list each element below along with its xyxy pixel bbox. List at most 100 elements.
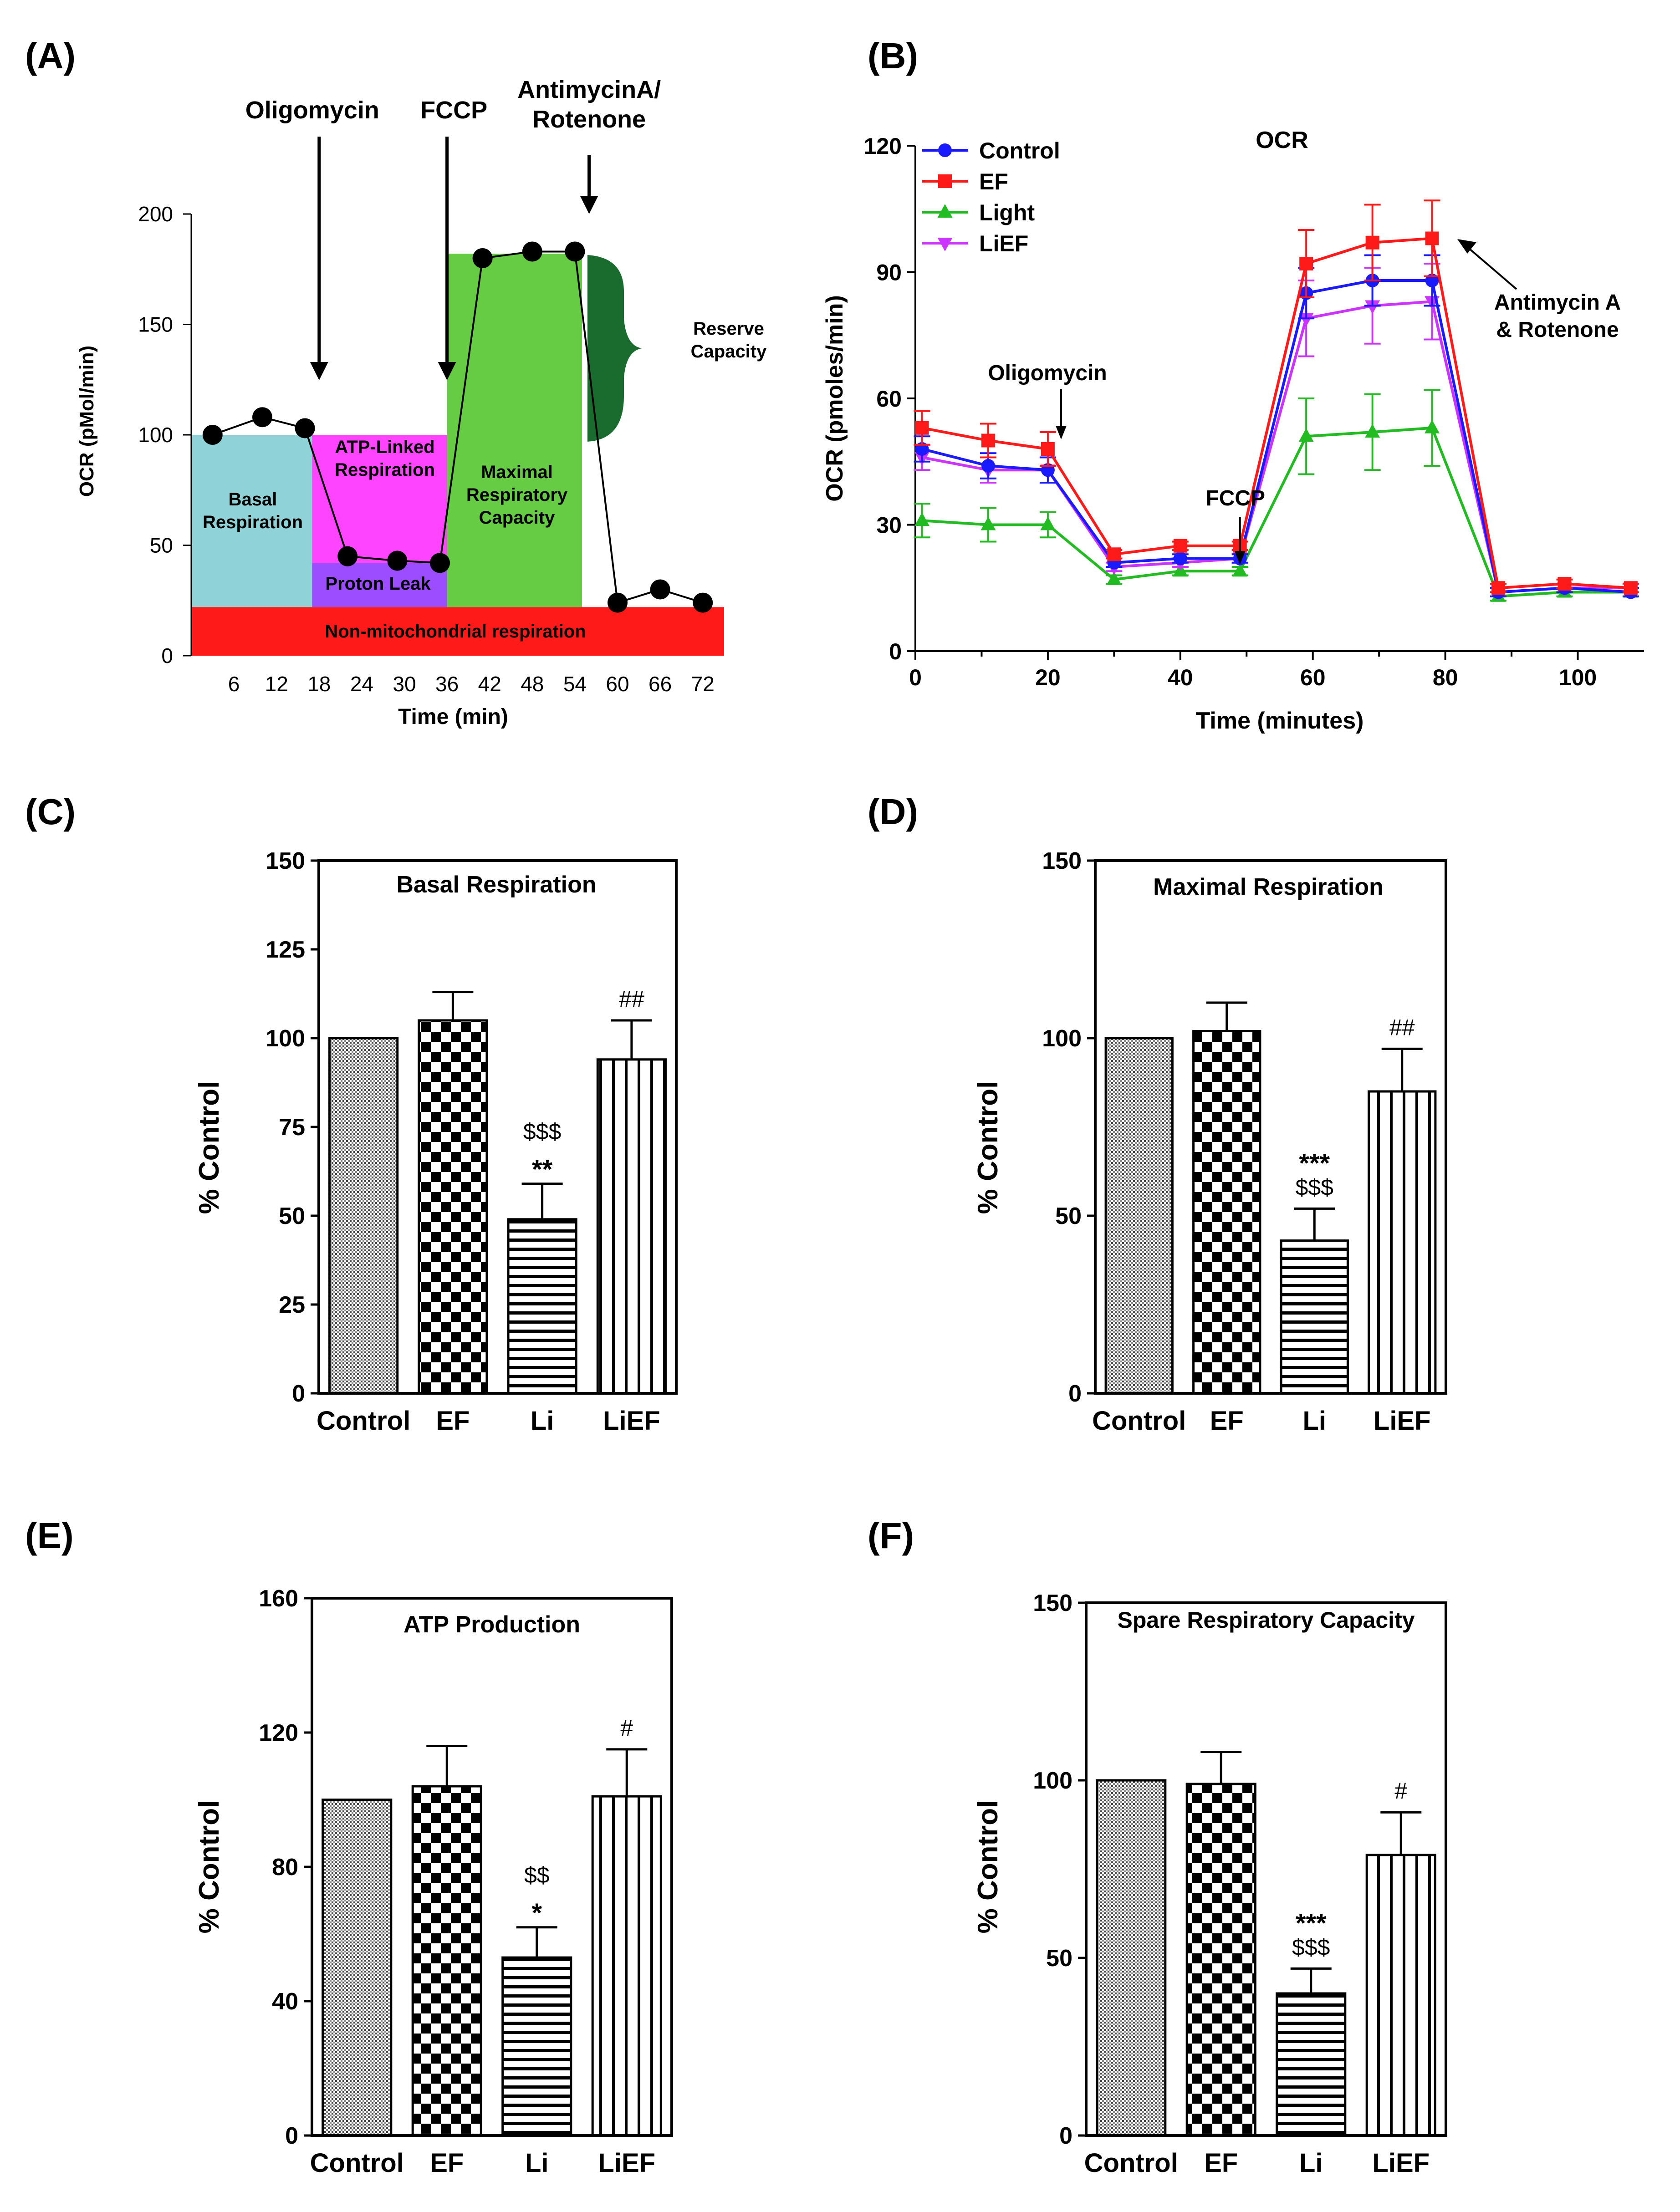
b-legend-label: LiEF — [979, 231, 1028, 256]
b-chart-title: OCR — [1256, 127, 1308, 153]
d-annotations: $$$*** ## — [1296, 1014, 1415, 1200]
b-x-tick-label: 80 — [1433, 665, 1458, 690]
a-region-basal — [191, 435, 312, 607]
d-x-tick-label: Control — [1092, 1406, 1186, 1436]
a-label-non-mito: Non-mitochondrial respiration — [325, 622, 586, 642]
b-series — [914, 199, 1639, 602]
c-bar-ef — [418, 1019, 488, 1395]
c-axes: Control EF Li LiEF 0 25 50 75 100 125 150 — [266, 848, 678, 1436]
a-x-tick-label: 54 — [563, 672, 587, 696]
e-bar-ef — [411, 1785, 482, 2137]
c-y-tick-label: 50 — [279, 1203, 305, 1229]
b-legend-label: Light — [979, 200, 1035, 225]
f-axes: Control EF Li LiEF 0 50 100 150 — [1033, 1590, 1447, 2178]
a-y-tick-label: 200 — [138, 202, 173, 226]
a-drug-label: FCCP — [420, 97, 487, 124]
a-y-tick-label: 100 — [138, 423, 173, 447]
a-axes: 0 50 100 150 200 6 12 18 24 30 36 42 48 54 60 66 72 — [138, 202, 715, 696]
c-y-tick-label: 100 — [266, 1025, 305, 1052]
a-region-non_mito — [191, 607, 724, 656]
f-y-axis-label: % Control — [972, 1800, 1004, 1934]
d-bar-control — [1104, 1037, 1174, 1395]
b-point — [1040, 516, 1056, 530]
b-drug-label: Antimycin A — [1494, 291, 1621, 315]
f-bars — [1096, 1751, 1436, 2137]
b-drug-label-2: & Rotenone — [1496, 318, 1619, 342]
panel-label-d: (D) — [868, 791, 918, 832]
e-bar-li — [501, 1956, 572, 2137]
c-significance-mark: $$$ — [523, 1119, 561, 1144]
a-region-maximal — [447, 254, 582, 607]
a-drug-label: AntimycinA/ — [517, 76, 661, 103]
e-x-tick-label: Li — [525, 2148, 549, 2178]
b-point — [981, 433, 995, 448]
e-x-tick-label: EF — [430, 2148, 464, 2178]
d-bars — [1104, 1001, 1437, 1395]
b-series-light — [914, 389, 1639, 602]
f-bar-lief — [1365, 1854, 1436, 2137]
b-legend-label: Control — [979, 138, 1060, 163]
e-chart-title: ATP Production — [403, 1611, 580, 1638]
e-significance-mark: $$ — [524, 1862, 550, 1888]
a-ocr-point — [565, 241, 585, 262]
b-y-tick-label: 0 — [889, 639, 902, 664]
a-ocr-point — [295, 418, 315, 438]
a-ocr-point — [387, 550, 408, 571]
c-y-tick-label: 0 — [292, 1381, 305, 1407]
b-drug-arrow-head — [1457, 239, 1476, 254]
e-x-tick-label: LiEF — [598, 2148, 655, 2178]
c-bar-li — [507, 1218, 577, 1395]
b-drug-arrow-head — [1234, 551, 1246, 565]
c-significance-mark: ## — [619, 986, 644, 1012]
c-bar-lief — [596, 1058, 667, 1395]
a-label-atp-1: ATP-Linked — [335, 437, 434, 457]
a-label-maximal-3: Capacity — [479, 508, 555, 528]
b-y-tick-label: 90 — [876, 260, 902, 285]
f-y-tick-label: 0 — [1059, 2123, 1072, 2149]
a-x-axis-label: Time (min) — [398, 705, 508, 729]
b-point — [914, 512, 930, 526]
d-bar-li — [1280, 1239, 1349, 1395]
a-label-maximal-1: Maximal — [481, 462, 553, 482]
b-point — [937, 238, 953, 251]
d-y-axis-label: % Control — [972, 1081, 1004, 1214]
a-drug-arrow-head — [438, 362, 456, 380]
f-significance-mark: *** — [1296, 1908, 1327, 1938]
d-significance-mark: ## — [1389, 1014, 1415, 1040]
f-y-tick-label: 100 — [1033, 1768, 1072, 1794]
c-bar-control — [328, 1037, 399, 1395]
b-x-tick-label: 60 — [1300, 665, 1326, 690]
d-axes: Control EF Li LiEF 0 50 100 150 — [1042, 848, 1447, 1436]
a-ocr-point — [693, 592, 713, 613]
f-annotations: $$$*** # — [1292, 1778, 1407, 1960]
panel-f-spare-respiratory-capacity-chart: Control EF Li LiEF 0 50 100 150 $$$*** # Spare R… — [972, 1590, 1447, 2178]
f-x-tick-label: Control — [1084, 2148, 1178, 2178]
c-y-tick-label: 125 — [266, 937, 305, 963]
a-ocr-point — [337, 546, 358, 566]
e-y-tick-label: 80 — [272, 1854, 298, 1881]
b-point — [1365, 300, 1380, 314]
c-significance-mark: ** — [532, 1155, 553, 1184]
panel-d-maximal-respiration-chart: Control EF Li LiEF 0 50 100 150 $$$*** ## Maxima… — [972, 848, 1447, 1436]
a-label-basal-2: Respiration — [203, 512, 303, 532]
f-chart-title: Spare Respiratory Capacity — [1117, 1607, 1414, 1633]
c-x-tick-label: Control — [317, 1406, 410, 1436]
e-significance-mark: * — [531, 1898, 542, 1928]
b-point — [1298, 313, 1314, 327]
d-x-tick-label: LiEF — [1374, 1406, 1431, 1436]
a-x-tick-label: 12 — [265, 672, 288, 696]
f-bar-li — [1276, 1992, 1347, 2137]
e-axes: Control EF Li LiEF 0 40 80 120 160 — [259, 1585, 673, 2178]
b-series-ef — [914, 199, 1639, 595]
c-x-tick-label: EF — [436, 1406, 470, 1436]
e-bar-lief — [591, 1795, 662, 2137]
b-axes: 0 30 60 90 120 0 20 40 60 80 100 — [864, 133, 1644, 690]
d-y-tick-label: 100 — [1042, 1025, 1082, 1052]
b-point — [981, 459, 995, 473]
a-label-proton-leak: Proton Leak — [325, 574, 431, 594]
e-y-tick-label: 0 — [285, 2123, 298, 2149]
f-y-tick-label: 50 — [1046, 1945, 1072, 1972]
a-region-atp_linked — [312, 435, 447, 563]
a-reserve-capacity-bracket — [587, 255, 642, 442]
